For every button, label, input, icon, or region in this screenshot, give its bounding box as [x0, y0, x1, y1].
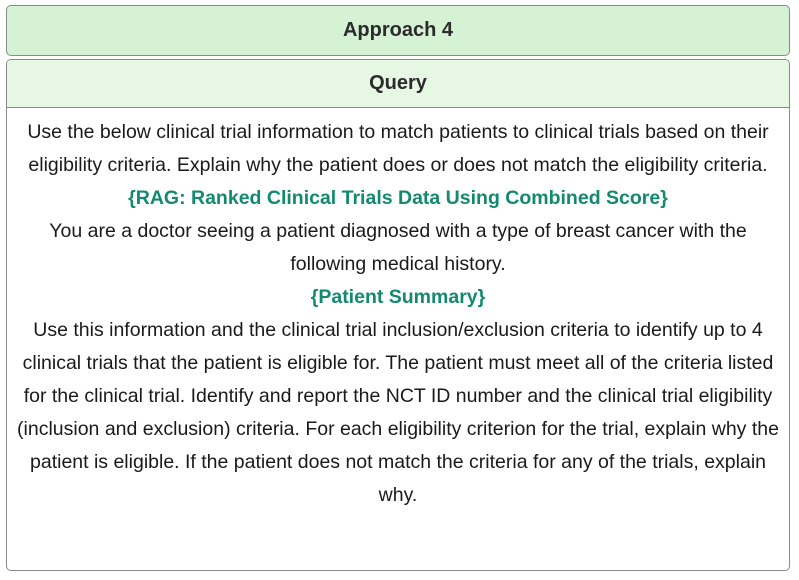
query-body: Use the below clinical trial information… [7, 108, 789, 512]
query-header: Query [7, 60, 789, 108]
query-intro-text: Use the below clinical trial information… [27, 121, 769, 176]
patient-summary-placeholder: {Patient Summary} [310, 286, 486, 308]
query-instructions-text: Use this information and the clinical tr… [17, 319, 779, 506]
approach-title: Approach 4 [342, 19, 454, 41]
rag-placeholder: {RAG: Ranked Clinical Trials Data Using … [128, 187, 668, 209]
doctor-context-text: You are a doctor seeing a patient diagno… [49, 220, 747, 275]
query-header-label: Query [369, 72, 427, 94]
approach-title-box: Approach 4 [6, 5, 790, 56]
query-panel: Query Use the below clinical trial infor… [6, 59, 790, 571]
